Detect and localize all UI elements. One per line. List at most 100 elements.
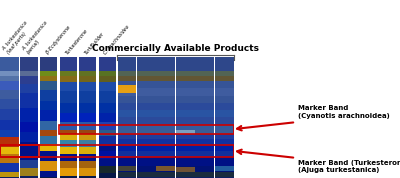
- Bar: [137, 151, 156, 157]
- Bar: [0, 57, 19, 178]
- Bar: [98, 82, 116, 91]
- Bar: [215, 172, 234, 177]
- Bar: [98, 136, 116, 144]
- Bar: [40, 57, 58, 178]
- Bar: [59, 122, 78, 130]
- Bar: [0, 172, 19, 177]
- Bar: [176, 130, 194, 134]
- Bar: [196, 134, 214, 139]
- Bar: [118, 76, 136, 81]
- Bar: [59, 140, 78, 146]
- Bar: [118, 88, 136, 96]
- Text: A. turkestanica
(leaf parts): A. turkestanica (leaf parts): [2, 20, 34, 55]
- Bar: [176, 110, 194, 117]
- Bar: [137, 145, 156, 151]
- Bar: [98, 130, 116, 136]
- Bar: [40, 161, 58, 171]
- Bar: [176, 88, 194, 96]
- Bar: [118, 151, 136, 157]
- Bar: [176, 125, 194, 130]
- Bar: [59, 91, 78, 103]
- Bar: [137, 88, 156, 96]
- Bar: [20, 84, 38, 93]
- Text: Turkesterone: Turkesterone: [64, 27, 89, 55]
- Bar: [196, 117, 214, 125]
- Bar: [137, 172, 156, 177]
- Bar: [118, 139, 136, 145]
- Text: Marker Band
(Cyanotis arachnoidea): Marker Band (Cyanotis arachnoidea): [298, 105, 390, 119]
- Bar: [58, 125, 234, 134]
- Bar: [137, 96, 156, 103]
- Bar: [118, 117, 136, 125]
- Bar: [176, 57, 194, 178]
- Bar: [215, 76, 234, 81]
- Bar: [78, 57, 97, 178]
- Bar: [40, 136, 58, 144]
- Bar: [20, 142, 38, 151]
- Bar: [137, 57, 156, 72]
- Bar: [215, 166, 234, 172]
- Bar: [118, 134, 136, 139]
- Bar: [156, 151, 175, 157]
- Bar: [118, 103, 136, 110]
- Bar: [215, 110, 234, 117]
- Bar: [196, 145, 214, 151]
- Bar: [59, 103, 78, 113]
- Text: TurkBuilder: TurkBuilder: [84, 31, 106, 55]
- Text: Marker Band (Turkesterone)
(Ajuga turkestanica): Marker Band (Turkesterone) (Ajuga turkes…: [298, 160, 400, 173]
- Bar: [118, 125, 136, 130]
- Bar: [176, 130, 194, 134]
- Bar: [215, 81, 234, 88]
- Bar: [116, 57, 118, 178]
- Bar: [40, 101, 58, 110]
- Bar: [176, 151, 194, 157]
- Bar: [118, 166, 136, 172]
- Bar: [40, 76, 58, 81]
- Bar: [78, 57, 97, 72]
- Bar: [196, 103, 214, 110]
- Bar: [57, 57, 60, 178]
- Bar: [118, 157, 136, 166]
- Bar: [156, 166, 175, 171]
- Bar: [20, 132, 38, 142]
- Bar: [98, 76, 116, 82]
- Bar: [59, 57, 78, 72]
- Bar: [215, 166, 234, 171]
- Bar: [215, 103, 234, 110]
- Bar: [196, 110, 214, 117]
- Text: β-Ecdysterone: β-Ecdysterone: [45, 25, 71, 55]
- Bar: [196, 139, 214, 145]
- Bar: [78, 76, 97, 82]
- Bar: [176, 76, 194, 81]
- Bar: [156, 172, 175, 177]
- Bar: [176, 134, 194, 139]
- Bar: [137, 110, 156, 117]
- Bar: [78, 146, 97, 154]
- Bar: [0, 145, 234, 157]
- Bar: [98, 159, 116, 166]
- Bar: [156, 81, 175, 88]
- Bar: [118, 96, 136, 103]
- Bar: [76, 57, 80, 178]
- Bar: [196, 125, 214, 130]
- Bar: [59, 161, 78, 168]
- Bar: [98, 103, 116, 113]
- Bar: [215, 57, 234, 72]
- Bar: [215, 151, 234, 157]
- Bar: [0, 109, 19, 120]
- Bar: [40, 121, 58, 130]
- Bar: [215, 57, 234, 178]
- Bar: [215, 130, 234, 134]
- Bar: [78, 72, 97, 76]
- Bar: [118, 57, 136, 72]
- Bar: [118, 166, 136, 171]
- Bar: [98, 57, 116, 72]
- Bar: [40, 110, 58, 121]
- Bar: [196, 57, 214, 178]
- Bar: [59, 168, 78, 176]
- Bar: [78, 91, 97, 103]
- Bar: [137, 157, 156, 166]
- Bar: [0, 76, 19, 81]
- Bar: [20, 160, 38, 168]
- Bar: [156, 125, 175, 130]
